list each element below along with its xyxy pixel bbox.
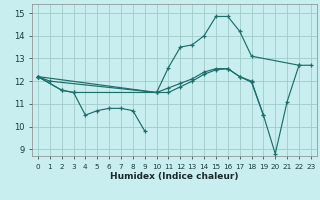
X-axis label: Humidex (Indice chaleur): Humidex (Indice chaleur) <box>110 172 239 181</box>
